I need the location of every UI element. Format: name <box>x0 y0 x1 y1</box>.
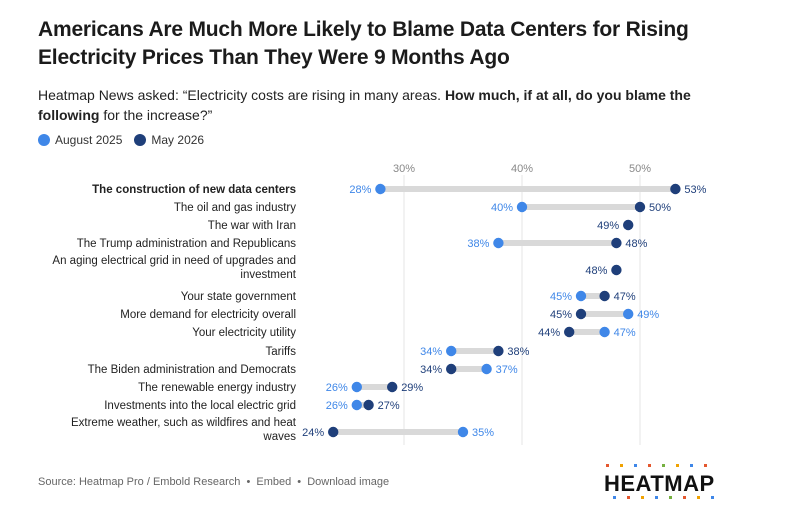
logo-dots <box>606 464 714 499</box>
dot-may-2026 <box>363 399 374 411</box>
dot-august-2025 <box>351 381 362 393</box>
category-label: Tariffs <box>266 346 297 358</box>
dot-may-2026 <box>575 308 587 320</box>
separator: • <box>297 476 302 488</box>
dot-august-2025 <box>493 237 504 249</box>
dot-may-2026 <box>623 219 634 231</box>
category-label: More demand for electricity overall <box>120 309 296 321</box>
value-label-august-2025: 49% <box>637 309 659 321</box>
value-label-august-2025: 28% <box>349 184 371 196</box>
category-label: The construction of new data centers <box>92 184 296 196</box>
dot-august-2025 <box>599 326 610 338</box>
chart-subtitle: Heatmap News asked: “Electricity costs a… <box>38 85 738 125</box>
legend-swatch-may <box>134 134 147 146</box>
value-label-may-2026: 47% <box>614 291 636 303</box>
value-label-may-2026: 48% <box>585 265 607 277</box>
subtitle-text: Heatmap News asked: “Electricity costs a… <box>38 87 445 103</box>
category-label: Your electricity utility <box>192 327 296 339</box>
category-label: The renewable energy industry <box>138 382 296 394</box>
heatmap-logo: HEATMAP <box>604 462 720 502</box>
logo-text: HEATMAP <box>604 471 715 496</box>
value-label-august-2025: 40% <box>491 202 513 214</box>
value-label-august-2025: 37% <box>496 364 518 376</box>
category-label: Investments into the local electric grid <box>104 400 296 412</box>
dot-august-2025 <box>481 363 492 375</box>
value-label-august-2025: 47% <box>614 327 636 339</box>
download-image-link[interactable]: Download image <box>307 476 390 488</box>
value-label-august-2025: 35% <box>472 427 494 439</box>
value-label-may-2026: 38% <box>507 346 529 358</box>
value-label-may-2026: 48% <box>625 238 647 250</box>
dot-may-2026 <box>611 237 622 249</box>
legend: August 2025 May 2026 <box>38 133 216 147</box>
subtitle-bold-text: How much, if at all, do you blame the fo… <box>38 87 691 123</box>
category-label: The Trump administration and Republicans <box>77 238 297 250</box>
category-label: An aging electrical grid in need of upgr… <box>52 255 296 267</box>
value-label-may-2026: 44% <box>538 327 560 339</box>
separator: • <box>246 476 251 488</box>
value-label-may-2026: 24% <box>302 427 324 439</box>
x-tick-label: 50% <box>629 163 651 175</box>
category-label: waves <box>262 431 296 443</box>
value-label-august-2025: 26% <box>326 400 348 412</box>
dot-august-2025 <box>446 345 457 357</box>
value-label-august-2025: 34% <box>420 346 442 358</box>
value-label-may-2026: 50% <box>649 202 671 214</box>
dot-may-2026 <box>599 290 610 302</box>
dot-august-2025 <box>623 308 634 320</box>
value-label-may-2026: 29% <box>401 382 423 394</box>
value-label-may-2026: 45% <box>550 309 572 321</box>
value-label-may-2026: 27% <box>378 400 400 412</box>
dot-may-2026 <box>328 426 339 438</box>
category-label: The oil and gas industry <box>174 202 296 214</box>
value-label-august-2025: 26% <box>326 382 348 394</box>
dot-may-2026 <box>670 183 681 195</box>
dot-may-2026 <box>493 345 504 357</box>
category-label: Extreme weather, such as wildfires and h… <box>71 417 297 429</box>
legend-label-aug: August 2025 <box>55 133 123 147</box>
dot-may-2026 <box>611 264 622 276</box>
value-label-august-2025: 45% <box>550 291 572 303</box>
subtitle-end-text: for the increase?” <box>99 107 213 123</box>
dot-august-2025 <box>457 426 469 438</box>
dot-august-2025 <box>516 201 528 213</box>
footer: Source: Heatmap Pro / Embold Research • … <box>38 476 392 488</box>
category-label: investment <box>240 269 296 281</box>
legend-item-may: May 2026 <box>134 133 204 147</box>
dot-august-2025 <box>375 183 386 195</box>
legend-item-aug: August 2025 <box>38 133 122 147</box>
dot-august-2025 <box>575 290 587 302</box>
legend-swatch-aug <box>38 134 50 146</box>
chart-title: Americans Are Much More Likely to Blame … <box>38 18 689 69</box>
dot-august-2025 <box>351 399 362 411</box>
category-label: The Biden administration and Democrats <box>88 364 297 376</box>
legend-label-may: May 2026 <box>151 133 205 147</box>
dot-may-2026 <box>446 363 457 375</box>
value-label-may-2026: 49% <box>597 220 619 232</box>
value-label-august-2025: 38% <box>467 238 489 250</box>
category-label: Your state government <box>181 291 297 303</box>
dot-may-2026 <box>634 201 646 213</box>
source-text: Source: Heatmap Pro / Embold Research <box>38 476 241 488</box>
dot-may-2026 <box>387 381 398 393</box>
x-tick-label: 30% <box>393 163 415 175</box>
dot-may-2026 <box>564 326 575 338</box>
dot-plot: 30% 40% 50% The construction of new data ce… <box>52 163 707 445</box>
value-label-may-2026: 34% <box>420 364 442 376</box>
value-label-may-2026: 53% <box>684 184 706 196</box>
x-tick-label: 40% <box>511 163 533 175</box>
embed-link[interactable]: Embed <box>256 476 292 488</box>
category-label: The war with Iran <box>208 220 296 232</box>
